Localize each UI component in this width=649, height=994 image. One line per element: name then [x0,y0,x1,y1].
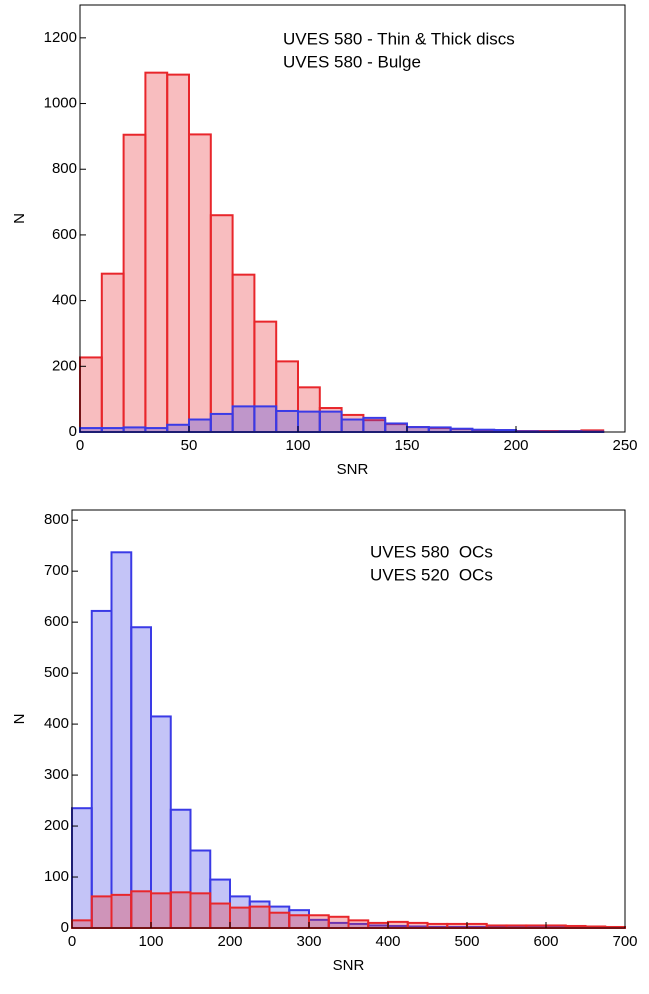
histogram-bar [347,919,370,929]
x-tick-label: 0 [68,933,76,950]
y-tick-label: 700 [44,562,69,579]
y-tick-label: 0 [61,919,69,936]
x-tick-label: 150 [394,437,419,454]
histogram-bar [150,892,172,930]
histogram-bar [406,921,429,930]
x-tick-label: 100 [138,933,163,950]
histogram-bar [446,922,468,929]
y-tick-label: 800 [44,511,69,528]
histogram-bar [79,427,103,434]
histogram-bar [209,214,234,433]
histogram-bar [166,423,190,433]
histogram-bar [340,418,365,434]
histogram-bar [130,626,152,929]
histogram-bar [466,922,488,929]
histogram-bar [169,891,192,930]
x-tick-label: 100 [285,437,310,454]
histogram-bar [406,426,430,434]
histogram-bar [387,920,409,930]
histogram-bar [122,426,147,434]
histogram-bar [231,405,256,434]
histogram-bar [209,902,231,929]
histogram-bar [427,426,452,434]
histogram-bar [209,412,234,433]
x-axis-label: SNR [333,957,365,974]
histogram-bar [110,551,133,929]
y-tick-label: 200 [44,817,69,834]
histogram-bar [71,919,93,929]
x-tick-label: 200 [503,437,528,454]
y-tick-label: 600 [44,613,69,630]
plot-frame [71,509,626,929]
histogram-bar [130,890,152,929]
x-tick-label: 50 [181,437,198,454]
histogram-bar [384,422,409,433]
histogram-bar [122,133,147,433]
legend-entry: UVES 520 OCs [370,565,493,584]
histogram-bar [275,409,300,433]
histogram-bar [248,905,271,930]
y-tick-label: 800 [52,160,77,177]
histogram-bar [188,418,212,434]
legend-entry: UVES 580 - Thin & Thick discs [283,29,515,48]
y-tick-label: 1000 [44,95,77,112]
histogram-bar [367,921,389,930]
y-tick-label: 400 [52,292,77,309]
histogram-bar [426,922,449,929]
y-axis-label: N [11,213,28,224]
histogram-bar [188,133,212,433]
histogram-bar [144,427,169,434]
y-tick-label: 1200 [44,29,77,46]
y-tick-label: 500 [44,664,69,681]
histogram-bar [144,71,169,433]
histogram-bar [110,893,133,929]
histogram-bar [362,416,387,434]
histogram-bar [100,272,125,434]
histogram-bar [189,892,212,930]
histogram-bar [166,73,190,433]
x-tick-label: 200 [217,933,242,950]
x-axis-label: SNR [337,461,369,478]
histogram-bar [308,914,330,930]
histogram-bar [100,427,125,434]
legend-entry: UVES 580 - Bulge [283,52,421,71]
y-tick-label: 600 [52,226,77,243]
histogram-bar [79,356,103,434]
y-tick-label: 200 [52,357,77,374]
histogram-bar [90,895,113,930]
histogram-bar [318,410,343,433]
histogram-bar [297,410,321,433]
x-tick-label: 500 [454,933,479,950]
histogram-bar [288,914,310,930]
y-axis-label: N [11,714,28,725]
x-tick-label: 700 [612,933,637,950]
x-tick-label: 250 [612,437,637,454]
histogram-bar [90,609,113,929]
x-tick-label: 0 [76,437,84,454]
x-tick-label: 300 [296,933,321,950]
histogram-bar [229,906,251,929]
y-tick-label: 100 [44,868,69,885]
y-tick-label: 400 [44,715,69,732]
x-tick-label: 400 [375,933,400,950]
histogram-bar [268,911,291,930]
histogram-bar [327,915,350,929]
histogram-bar [253,405,278,434]
legend-entry: UVES 580 OCs [370,542,493,561]
y-tick-label: 0 [69,423,77,440]
x-tick-label: 600 [533,933,558,950]
y-tick-label: 300 [44,766,69,783]
plot-frame [79,4,626,433]
